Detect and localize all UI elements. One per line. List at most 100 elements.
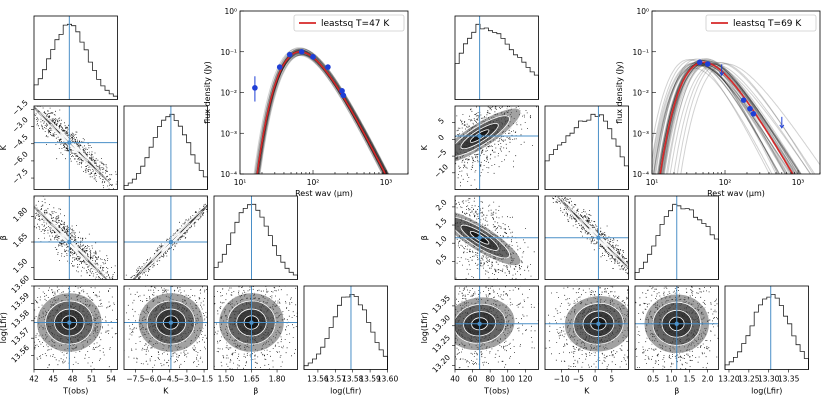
x-axis-label: T(obs) <box>62 387 88 396</box>
posterior-sample-curve <box>653 63 789 174</box>
contour-line-2 <box>460 123 499 150</box>
x-axis-label: K <box>584 387 590 396</box>
y-axis-label: β <box>420 235 429 240</box>
posterior-sample-curve <box>258 48 389 174</box>
posterior-sample-curve <box>680 63 820 174</box>
data-point <box>740 97 747 103</box>
sed-y-tick-label: 10⁰ <box>636 7 649 16</box>
density-layer <box>124 196 208 280</box>
truth-marker <box>477 321 482 326</box>
posterior-sample-curve <box>667 60 793 174</box>
truth-marker <box>168 239 174 245</box>
contour-line-0 <box>643 293 710 354</box>
contour-line-0 <box>455 107 522 165</box>
x-tick-label: 13.60 <box>377 375 399 384</box>
corner-panel-2-2 <box>213 195 298 280</box>
posterior-sample-curve <box>662 61 800 174</box>
y-tick-label: −1.5 <box>11 98 30 117</box>
x-tick-label: −1.5 <box>195 375 213 384</box>
posterior-sample-curve <box>259 54 384 174</box>
x-tick-label: 60 <box>468 375 478 384</box>
posterior-sample-curve <box>257 55 383 174</box>
x-tick-label: 13.58 <box>342 375 364 384</box>
sed-y-tick-label: 10⁻³ <box>220 129 237 138</box>
panel-frame <box>123 285 208 370</box>
x-tick-label: 1.80 <box>269 375 286 384</box>
data-point <box>340 92 347 99</box>
histogram-k <box>544 113 629 190</box>
y-tick-label: 1.50 <box>11 257 29 275</box>
sed-frame <box>239 10 409 175</box>
sed-plot-area <box>252 47 390 174</box>
contour-line-0 <box>564 295 629 353</box>
y-tick-label: −10 <box>432 162 450 180</box>
panel-frame <box>303 285 388 370</box>
x-axis-label: T(obs) <box>483 387 509 396</box>
panel-frame <box>454 15 539 100</box>
upper-limit-arrow <box>719 72 725 77</box>
y-axis-label: log(Lfir) <box>0 312 8 343</box>
leastsq-model-curve <box>256 50 387 174</box>
sed-x-tick-label: 10² <box>307 178 320 187</box>
x-tick-label: 54 <box>106 375 116 384</box>
y-tick-label: −3.0 <box>11 115 30 134</box>
data-point <box>325 64 331 70</box>
contour-line-2 <box>155 308 187 337</box>
sed-y-axis-label: flux density (Jy) <box>615 61 624 124</box>
density-layer <box>34 106 118 190</box>
density-layer <box>455 196 539 280</box>
histogram- <box>213 203 298 280</box>
panel-frame <box>454 195 539 280</box>
panel-frame <box>724 285 809 370</box>
x-tick-label: −10 <box>554 375 570 384</box>
y-axis-label: β <box>0 235 8 240</box>
data-point <box>750 111 757 117</box>
corner-panel-0-0 <box>454 15 539 100</box>
truth-marker <box>249 320 254 325</box>
contour-line-1 <box>652 301 701 346</box>
contour-line-0 <box>34 201 111 280</box>
posterior-sample-curve <box>662 58 799 174</box>
contour-line-0 <box>34 106 111 185</box>
x-tick-label: 42 <box>29 375 39 384</box>
x-tick-label: 13.59 <box>359 375 381 384</box>
contour-line-2 <box>582 310 615 337</box>
contour-line-2 <box>236 308 267 337</box>
contour-line-2 <box>460 224 499 251</box>
density-layer <box>455 286 539 370</box>
leastsq-model-curve <box>659 61 794 174</box>
truth-marker <box>477 235 482 240</box>
x-tick-label: 13.30 <box>758 375 780 384</box>
x-tick-label: −5 <box>573 375 584 384</box>
posterior-sample-curve <box>663 63 812 174</box>
data-point <box>252 85 258 91</box>
posterior-sample-curve <box>658 59 789 174</box>
sed-x-tick-label: 10¹ <box>646 178 659 187</box>
sed-x-tick-label: 10³ <box>792 178 805 187</box>
density-layer <box>34 286 118 370</box>
y-tick-label: 1.5 <box>434 216 449 231</box>
legend-label: leastsq T=47 K <box>321 19 390 29</box>
x-tick-label: 1.0 <box>665 375 677 384</box>
panel-frame <box>33 15 118 100</box>
posterior-sample-curve <box>652 59 771 174</box>
corner-panel-2-0: 0.5 1.0 1.5 2.0 β <box>420 195 539 280</box>
density-layer <box>545 196 629 280</box>
histogram-loglfir <box>303 294 388 370</box>
posterior-sample-curve <box>660 62 802 174</box>
y-tick-label: 13.58 <box>9 308 31 330</box>
panel-frame <box>544 285 629 370</box>
x-tick-label: 80 <box>485 375 495 384</box>
x-tick-label: 2.0 <box>702 375 714 384</box>
x-axis-label: β <box>253 387 258 396</box>
corner-panel-1-1 <box>123 105 208 190</box>
corner-panel-3-1: −10 −5 0 5 K <box>544 285 629 396</box>
posterior-sample-curve <box>666 62 802 174</box>
posterior-sample-curve <box>657 65 791 174</box>
x-tick-label: 45 <box>48 375 58 384</box>
y-tick-label: 1.65 <box>11 231 29 249</box>
contour-line-0 <box>36 292 103 353</box>
posterior-sample-curve <box>673 61 816 174</box>
legend-box <box>293 14 405 32</box>
